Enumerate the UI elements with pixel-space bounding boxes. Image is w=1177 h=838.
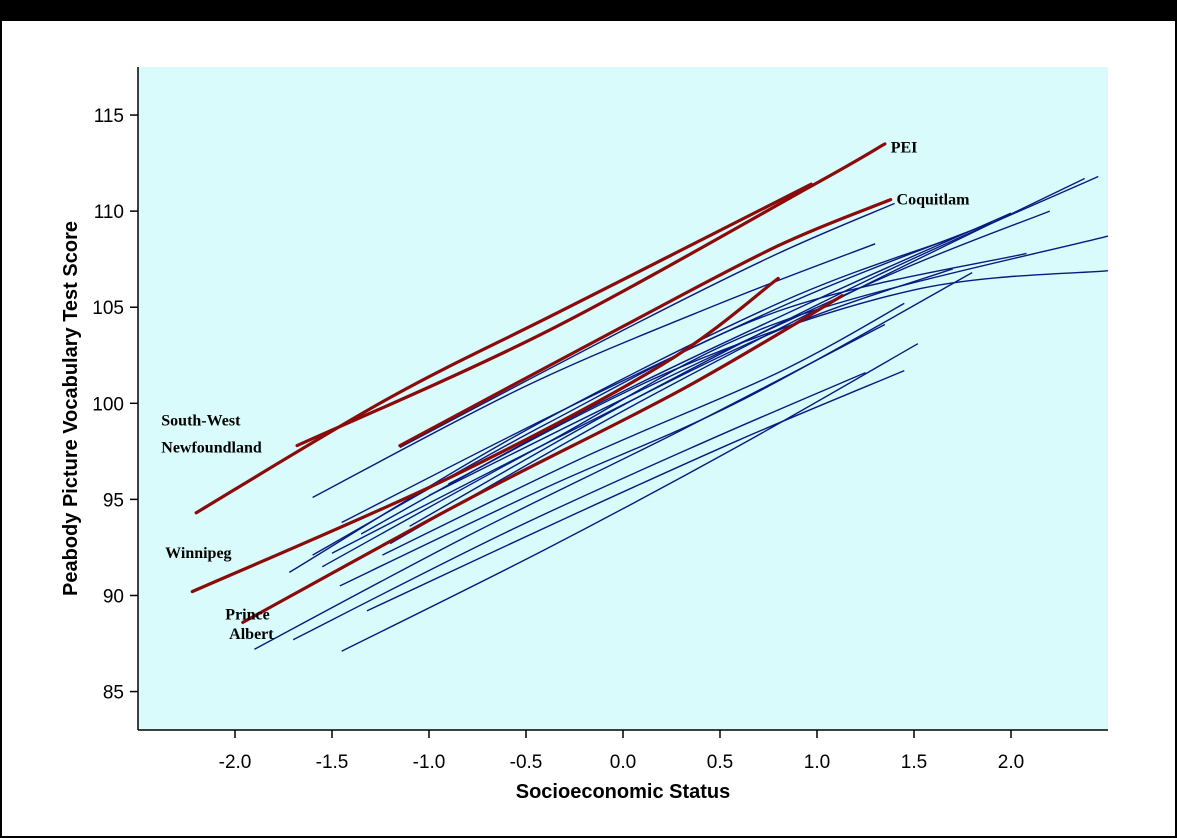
- x-tick-label: 0.5: [707, 752, 733, 773]
- x-tick-label: -2.0: [219, 752, 252, 773]
- series-line-prince-albert: [241, 294, 844, 624]
- site-label: Newfoundland: [161, 440, 262, 457]
- y-tick-label: 85: [103, 683, 124, 704]
- y-tick-label: 95: [103, 490, 124, 511]
- site-label: Winnipeg: [165, 545, 231, 562]
- y-tick-label: 115: [94, 106, 124, 127]
- series-line-17: [366, 369, 905, 612]
- series-line-15: [254, 323, 886, 650]
- series-line-18: [341, 343, 919, 652]
- site-label: Coquitlam: [897, 192, 971, 209]
- y-tick-label: 90: [103, 586, 124, 607]
- series-line-12: [331, 268, 954, 554]
- x-tick-label: -1.0: [413, 752, 446, 773]
- y-tick-label: 100: [92, 394, 124, 415]
- black-top-bar: [0, 0, 1177, 20]
- x-tick-label: -0.5: [510, 752, 543, 773]
- series-line-13: [382, 302, 905, 556]
- y-tick-label: 110: [94, 202, 124, 223]
- site-label: South-West: [161, 413, 241, 430]
- site-label: Prince: [225, 607, 269, 624]
- y-axis: 85 90 95 100 105 110 115: [92, 67, 139, 730]
- highlighted-series-group: [190, 142, 893, 624]
- x-tick-label: 0.0: [610, 752, 636, 773]
- series-line-coquitlam: [398, 198, 893, 448]
- series-line-2: [312, 243, 876, 499]
- x-axis-title: Socioeconomic Status: [516, 781, 731, 803]
- x-tick-label: -1.5: [316, 752, 349, 773]
- series-line-8: [428, 210, 1051, 497]
- series-line-10: [312, 252, 1027, 556]
- x-tick-label: 1.0: [804, 752, 830, 773]
- series-line-11: [321, 235, 1109, 568]
- series-line-winnipeg: [190, 276, 780, 594]
- series-line-16: [292, 371, 866, 641]
- x-axis: -2.0 -1.5 -1.0 -0.5 0.0 0.5 1.0 1.5 2.0: [138, 729, 1108, 773]
- series-line-1: [399, 202, 895, 449]
- site-label: PEI: [891, 140, 918, 157]
- frame-border: [0, 19, 1177, 838]
- series-line-south-west-newfoundland: [194, 182, 813, 515]
- y-tick-label: 105: [92, 298, 124, 319]
- annotations-group: PEI Coquitlam South-West Newfoundland Winnip…: [161, 140, 970, 643]
- series-line-pei: [295, 142, 887, 448]
- y-axis-title: Peabody Picture Vocabulary Test Score: [60, 221, 82, 596]
- x-tick-label: 2.0: [998, 752, 1024, 773]
- series-line-14: [339, 271, 973, 587]
- x-tick-label: 1.5: [901, 752, 927, 773]
- other-series-group: [254, 175, 1109, 652]
- site-label: Albert: [229, 626, 274, 643]
